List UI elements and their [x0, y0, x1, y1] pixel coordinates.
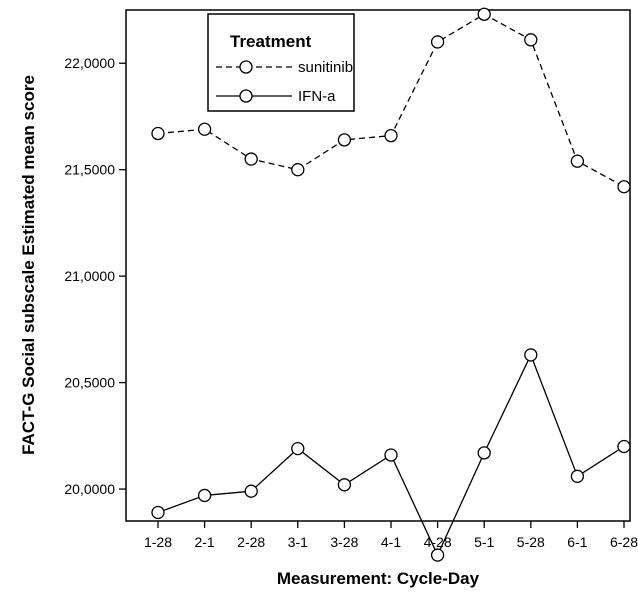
data-point-ifn-a: [384, 448, 398, 462]
data-point-ifn-a: [244, 484, 258, 498]
data-point-sunitinib: [337, 133, 352, 147]
data-point-sunitinib: [570, 154, 585, 168]
y-tick-label: 20,5000: [64, 375, 115, 391]
y-tick-label: 20,0000: [64, 481, 115, 497]
data-point-ifn-a: [291, 441, 305, 456]
legend: Treatment sunitinib IFN-a: [207, 13, 355, 112]
x-axis: 1-28 2-1 2-28 3-1 3-28 4-1 4-28 5-1 5-28 6-1 6-28: [144, 521, 638, 550]
legend-ifna-label: IFN-a: [298, 88, 336, 105]
x-tick-label: 4-1: [381, 534, 401, 550]
legend-ifna-marker: [239, 89, 253, 103]
data-point-ifn-a: [430, 548, 445, 562]
x-tick-label: 5-1: [474, 534, 494, 550]
data-point-ifn-a: [151, 505, 165, 520]
data-point-ifn-a: [570, 469, 585, 483]
series-layer: [151, 7, 631, 562]
data-point-sunitinib: [197, 122, 212, 136]
x-tick-label: 2-1: [194, 534, 214, 550]
y-axis-title: FACT-G Social subscale Estimated mean sc…: [19, 75, 38, 455]
data-point-sunitinib: [477, 7, 491, 21]
legend-sunitinib-label: sunitinib: [298, 59, 353, 76]
y-tick-label: 21,0000: [64, 268, 115, 284]
x-tick-label: 6-1: [567, 534, 587, 550]
data-point-sunitinib: [617, 180, 631, 194]
data-point-sunitinib: [384, 128, 398, 143]
x-tick-label: 2-28: [237, 534, 265, 550]
x-tick-label: 3-1: [288, 534, 308, 550]
data-point-ifn-a: [524, 348, 538, 362]
legend-box: [207, 13, 355, 112]
legend-sunitinib-marker: [239, 60, 253, 74]
x-tick-label: 4-28: [424, 534, 452, 550]
data-point-sunitinib: [151, 126, 165, 141]
data-point-ifn-a: [617, 439, 631, 454]
x-tick-label: 6-28: [610, 534, 638, 550]
legend-title: Treatment: [230, 32, 312, 51]
data-point-sunitinib: [430, 35, 445, 49]
data-point-ifn-a: [197, 488, 212, 503]
x-axis-title: Measurement: Cycle-Day: [277, 569, 480, 588]
x-tick-label: 5-28: [517, 534, 545, 550]
y-axis: 20,0000 20,5000 21,0000 21,5000 22,0000: [64, 55, 126, 497]
data-point-ifn-a: [337, 478, 352, 492]
data-point-sunitinib: [524, 33, 538, 47]
x-tick-label: 1-28: [144, 534, 172, 550]
y-tick-label: 21,5000: [64, 162, 115, 178]
data-point-ifn-a: [477, 446, 491, 460]
x-tick-label: 3-28: [330, 534, 358, 550]
y-tick-label: 22,0000: [64, 55, 115, 71]
plot-frame: [125, 9, 631, 522]
data-point-sunitinib: [291, 163, 305, 177]
data-point-sunitinib: [244, 152, 258, 166]
